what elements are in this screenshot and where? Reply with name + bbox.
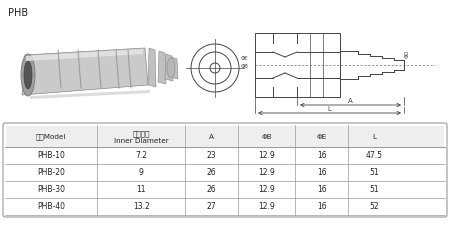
Ellipse shape [24, 61, 32, 89]
Text: L: L [373, 134, 377, 140]
Polygon shape [170, 57, 178, 79]
Text: 51: 51 [370, 168, 379, 177]
Polygon shape [148, 48, 156, 87]
Polygon shape [30, 90, 150, 99]
Bar [6, 126, 444, 148]
Text: A: A [209, 134, 214, 140]
Text: 23: 23 [207, 151, 216, 160]
Bar [255, 33, 340, 97]
Text: 16: 16 [317, 168, 327, 177]
Text: 47.5: 47.5 [366, 151, 383, 160]
Text: 12.9: 12.9 [258, 185, 275, 194]
Text: 13.2: 13.2 [133, 202, 150, 211]
Text: 51: 51 [370, 185, 379, 194]
Text: PHB-20: PHB-20 [37, 168, 65, 177]
Text: 11: 11 [137, 185, 146, 194]
Text: 16: 16 [317, 185, 327, 194]
Text: 9: 9 [139, 168, 144, 177]
Text: 27: 27 [207, 202, 216, 211]
Text: 12.9: 12.9 [258, 151, 275, 160]
Text: 12.9: 12.9 [258, 168, 275, 177]
Text: ΦE: ΦE [317, 134, 327, 140]
Text: PHB-40: PHB-40 [37, 202, 65, 211]
Text: PHB-10: PHB-10 [37, 151, 65, 160]
Text: 26: 26 [207, 168, 216, 177]
Text: 52: 52 [370, 202, 379, 211]
Polygon shape [165, 54, 173, 81]
Ellipse shape [167, 58, 175, 78]
Text: 12.9: 12.9 [258, 202, 275, 211]
Ellipse shape [21, 54, 35, 96]
Text: 16: 16 [317, 151, 327, 160]
Text: ΦB: ΦB [262, 134, 272, 140]
Polygon shape [158, 51, 166, 84]
Text: PHB: PHB [8, 8, 28, 18]
Text: 型号Model: 型号Model [36, 134, 66, 140]
Polygon shape [26, 49, 143, 61]
Text: ΦD: ΦD [405, 50, 410, 58]
Text: ΦB: ΦB [241, 63, 249, 68]
Text: 7.2: 7.2 [135, 151, 147, 160]
Text: ΦE: ΦE [241, 56, 249, 61]
Polygon shape [22, 48, 148, 95]
Text: 26: 26 [207, 185, 216, 194]
Text: 插管内径
Inner Diameter: 插管内径 Inner Diameter [114, 130, 169, 144]
Text: A: A [348, 98, 353, 104]
Text: 16: 16 [317, 202, 327, 211]
Text: L: L [327, 106, 331, 112]
Text: PHB-30: PHB-30 [37, 185, 65, 194]
